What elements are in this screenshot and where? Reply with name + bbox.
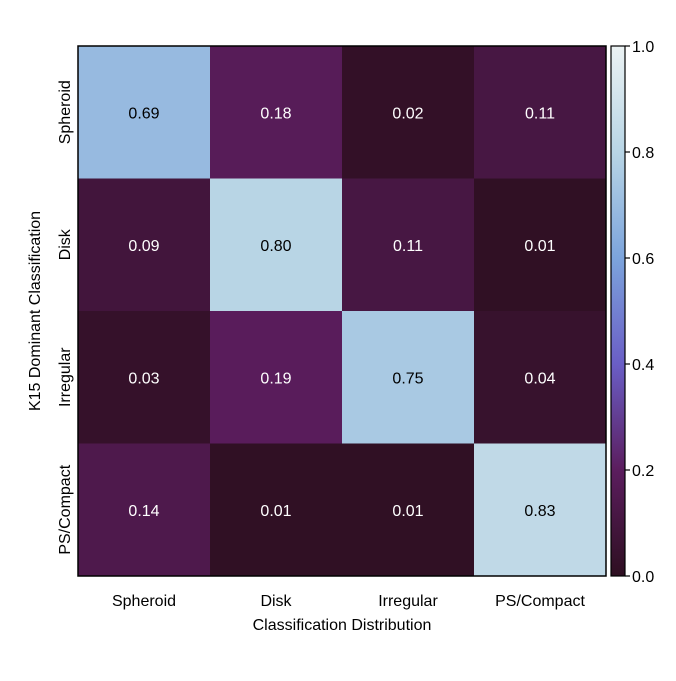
cell-value-label: 0.18 xyxy=(260,105,291,122)
y-axis-title: K15 Dominant Classification xyxy=(27,211,44,411)
x-tick-labels: Spheroid Disk Irregular PS/Compact xyxy=(112,593,585,610)
cell-value-label: 0.11 xyxy=(393,238,423,255)
heatmap-cell xyxy=(342,443,475,577)
cell-value-label: 0.83 xyxy=(524,503,555,520)
heatmap-cell xyxy=(210,178,343,312)
heatmap-cell xyxy=(474,46,607,179)
cell-value-label: 0.04 xyxy=(524,370,555,387)
colorbar-tick-label: 1.0 xyxy=(632,39,654,56)
colorbar-tick-label: 0.0 xyxy=(632,569,654,586)
colorbar-ticks: 0.0 0.2 0.4 0.6 0.8 1.0 xyxy=(625,39,654,586)
colorbar-tick-label: 0.8 xyxy=(632,145,654,162)
colorbar xyxy=(610,45,626,577)
x-tick-label: Spheroid xyxy=(112,593,176,610)
heatmap-cell xyxy=(78,443,211,577)
heatmap-cell xyxy=(342,46,475,179)
heatmap-cell xyxy=(474,178,607,312)
cell-value-label: 0.01 xyxy=(524,238,555,255)
x-tick-label: Irregular xyxy=(378,593,438,610)
y-tick-labels: Spheroid Disk Irregular PS/Compact xyxy=(57,80,74,554)
cell-value-label: 0.09 xyxy=(128,238,159,255)
heatmap-cell xyxy=(210,311,343,444)
heatmap-cell xyxy=(474,311,607,444)
heatmap-cells: 0.69 0.18 0.02 0.11 0.09 0.80 0.11 0.01 0.03 0.19… xyxy=(78,46,607,577)
heatmap-cell xyxy=(78,311,211,444)
cell-value-label: 0.69 xyxy=(128,105,159,122)
x-tick-label: PS/Compact xyxy=(495,593,585,610)
cell-value-label: 0.03 xyxy=(128,370,159,387)
y-tick-label: Disk xyxy=(57,228,74,260)
heatmap-cell xyxy=(342,311,475,444)
cell-value-label: 0.02 xyxy=(392,105,423,122)
heatmap-cell xyxy=(210,46,343,179)
heatmap-cell xyxy=(342,178,475,312)
heatmap-cell xyxy=(210,443,343,577)
cell-value-label: 0.01 xyxy=(392,503,423,520)
cell-value-label: 0.80 xyxy=(260,238,291,255)
cell-value-label: 0.19 xyxy=(260,370,291,387)
cell-value-label: 0.11 xyxy=(525,105,555,122)
y-tick-label: PS/Compact xyxy=(57,464,74,554)
x-axis-title: Classification Distribution xyxy=(253,617,432,634)
colorbar-tick-label: 0.4 xyxy=(632,357,654,374)
y-tick-label: Irregular xyxy=(57,347,74,407)
cell-value-label: 0.75 xyxy=(392,370,423,387)
heatmap-cell xyxy=(78,178,211,312)
colorbar-tick-label: 0.6 xyxy=(632,251,654,268)
heatmap-cell xyxy=(474,443,607,577)
heatmap-cell xyxy=(78,46,211,179)
y-tick-label: Spheroid xyxy=(57,80,74,144)
plot-frame xyxy=(77,45,607,577)
colorbar-tick-label: 0.2 xyxy=(632,463,654,480)
cell-value-label: 0.14 xyxy=(128,503,159,520)
cell-value-label: 0.01 xyxy=(260,503,291,520)
x-tick-label: Disk xyxy=(260,593,292,610)
